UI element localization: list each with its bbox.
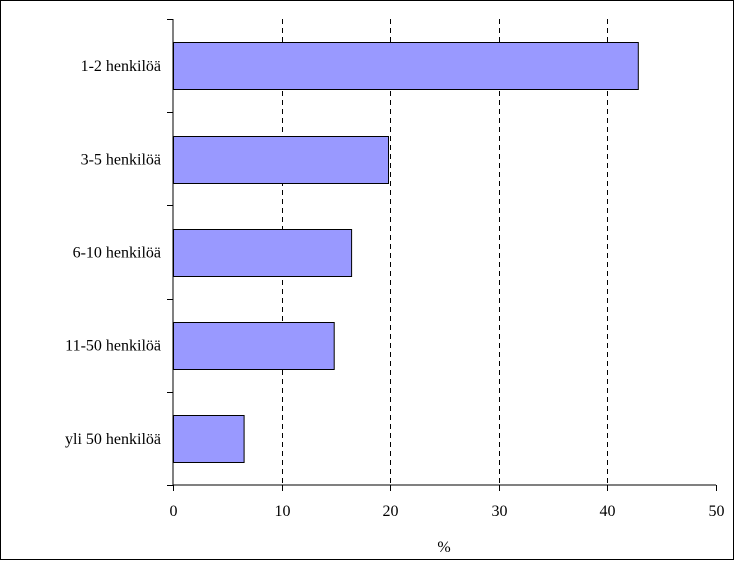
axes [172, 19, 716, 486]
x-tick-label: 0 [170, 503, 178, 520]
y-category-label: 3-5 henkilöä [81, 151, 161, 168]
y-category-label: 11-50 henkilöä [65, 338, 161, 355]
bar [173, 136, 389, 184]
y-category-label: 1-2 henkilöä [81, 58, 161, 75]
bar [173, 229, 353, 277]
y-category-label: 6-10 henkilöä [73, 245, 161, 262]
gridlines [282, 19, 608, 485]
x-tick-label: 10 [275, 503, 291, 520]
x-tick-label: 30 [492, 503, 508, 520]
bar [173, 322, 335, 370]
x-tick-label: 20 [383, 503, 399, 520]
bars [173, 42, 639, 463]
bar [173, 42, 639, 90]
x-axis-title: % [437, 539, 450, 556]
x-tick-label: 50 [709, 503, 725, 520]
x-tick-label: 40 [600, 503, 616, 520]
y-category-label: yli 50 henkilöä [65, 431, 161, 448]
bar [173, 415, 245, 463]
tick-labels: 0 10 20 30 40 50 1-2 henkilöä 3-5 henkilöä 6-10 … [65, 58, 724, 520]
tick-marks [167, 19, 717, 491]
